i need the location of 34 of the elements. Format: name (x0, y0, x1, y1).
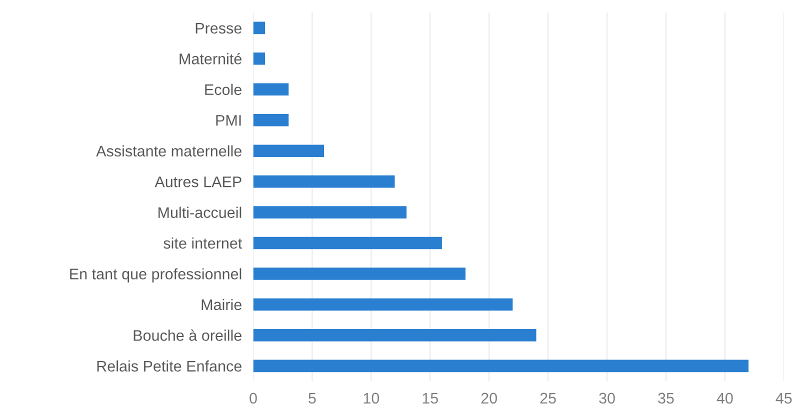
y-tick-label: Multi-accueil (158, 206, 242, 218)
y-tick-label: Presse (196, 22, 242, 34)
bar (253, 175, 395, 188)
x-tick-label: 35 (658, 392, 674, 404)
x-tick-label: 10 (364, 392, 380, 404)
y-tick-label: Mairie (202, 298, 242, 310)
x-tick-label: 20 (481, 392, 497, 404)
bar (253, 52, 266, 65)
y-tick-label: Autres LAEP (154, 176, 242, 188)
x-tick-label: 5 (308, 392, 316, 404)
bar (253, 329, 536, 342)
y-tick-label: Relais Petite Enfance (97, 360, 242, 372)
bar (253, 298, 513, 311)
x-tick-label: 15 (422, 392, 438, 404)
bar (253, 144, 324, 157)
x-tick-label: 25 (540, 392, 556, 404)
y-tick-label: Bouche à oreille (134, 329, 242, 341)
bar (253, 83, 289, 96)
y-tick-label: site internet (164, 237, 242, 249)
bar (253, 114, 289, 126)
y-tick-label: Ecole (205, 84, 242, 96)
bar (253, 268, 466, 280)
x-tick-label: 0 (250, 392, 257, 404)
y-tick-label: PMI (216, 115, 241, 126)
y-tick-label: Maternité (180, 52, 242, 64)
bar (253, 206, 407, 218)
x-tick-label: 30 (599, 392, 615, 404)
x-tick-label: 45 (776, 392, 792, 404)
x-tick-label: 40 (716, 392, 733, 404)
y-tick-label: Assistante maternelle (96, 145, 242, 157)
bar (253, 360, 749, 372)
y-tick-label: En tant que professionnel (70, 268, 242, 282)
bar (253, 236, 442, 250)
bar (253, 22, 266, 34)
